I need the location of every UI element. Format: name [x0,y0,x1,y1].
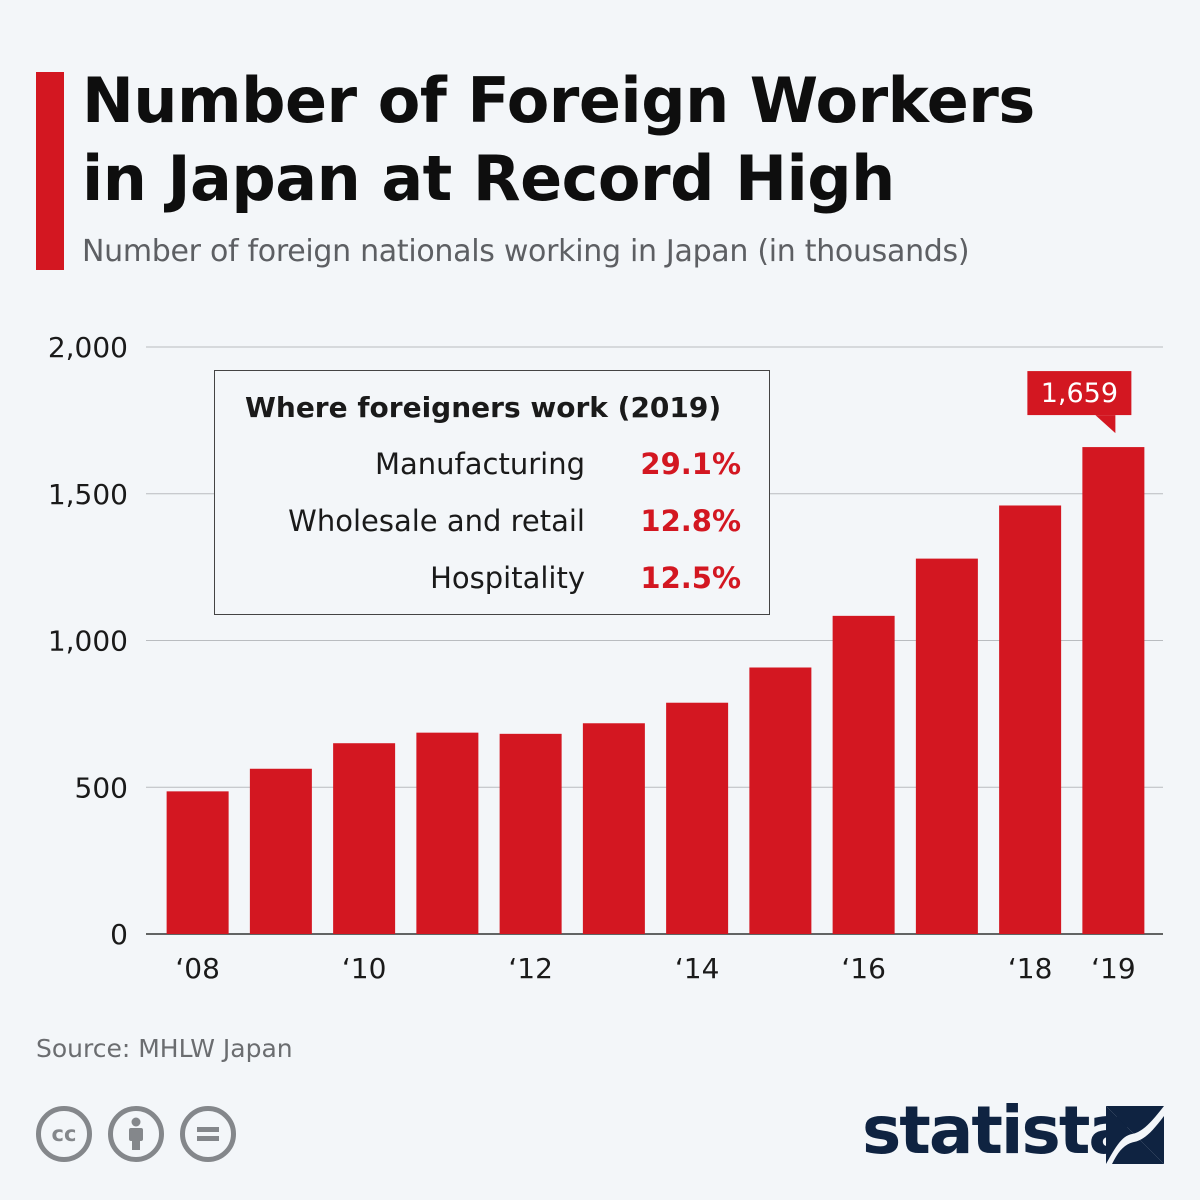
y-tick-label: 0 [110,918,128,951]
y-tick-label: 1,500 [48,478,128,511]
value-callout-pointer [1095,415,1116,434]
sector-row-manufacturing: Manufacturing 29.1% [215,447,741,487]
sector-share: 12.5% [640,561,741,595]
value-callout-label: 1,659 [1041,378,1118,409]
sector-row-hospitality: Hospitality 12.5% [215,561,741,601]
sector-box-title: Where foreigners work (2019) [245,391,722,424]
sector-share: 29.1% [640,447,741,481]
chart-subtitle: Number of foreign nationals working in J… [82,234,970,269]
y-tick-label: 1,000 [48,625,128,658]
x-tick-label: ‘14 [675,952,720,985]
bar-2015 [749,667,812,934]
y-tick-label: 2,000 [48,331,128,364]
creative-commons-icon[interactable]: cc [36,1106,92,1162]
person-icon [129,1117,143,1150]
bar-2019 [1082,447,1145,934]
sector-share: 12.8% [640,504,741,538]
chart-title: Number of Foreign Workers in Japan at Re… [82,64,1035,215]
source-note: Source: MHLW Japan [36,1034,293,1063]
bar-chart: 0 500 1,000 1,500 2,000 ‘08 ‘10 ‘12 ‘14 ‘16 ‘18 ‘19… [48,331,1163,985]
sector-row-wholesale: Wholesale and retail 12.8% [215,504,741,544]
sector-label: Manufacturing [375,447,585,481]
statista-logo-text[interactable]: statista [862,1092,1133,1169]
x-tick-label: ‘10 [342,952,387,985]
equals-icon [197,1127,219,1141]
bar-2009 [249,768,312,934]
sector-label: Hospitality [430,561,585,595]
bar-2012 [499,733,562,934]
bar-2008 [166,791,229,934]
bar-2010 [333,743,396,934]
sector-breakdown-box: Where foreigners work (2019) Manufacturi… [214,370,770,615]
bar-2018 [999,505,1062,934]
sector-label: Wholesale and retail [288,504,585,538]
bar-2016 [832,615,895,934]
bar-2017 [915,558,978,934]
statista-logo-icon[interactable] [1106,1106,1164,1164]
bar-2011 [416,732,479,934]
bar-2013 [582,723,645,934]
x-tick-label: ‘18 [1008,952,1053,985]
no-derivatives-icon[interactable] [180,1106,236,1162]
x-tick-label: ‘16 [841,952,886,985]
title-accent-bar [36,72,64,270]
bar-2014 [666,702,729,934]
attribution-icon[interactable] [108,1106,164,1162]
x-tick-label: ‘19 [1091,952,1136,985]
y-tick-label: 500 [75,771,128,804]
value-callout-box [1027,371,1132,416]
x-tick-label: ‘12 [508,952,553,985]
x-tick-label: ‘08 [175,952,220,985]
